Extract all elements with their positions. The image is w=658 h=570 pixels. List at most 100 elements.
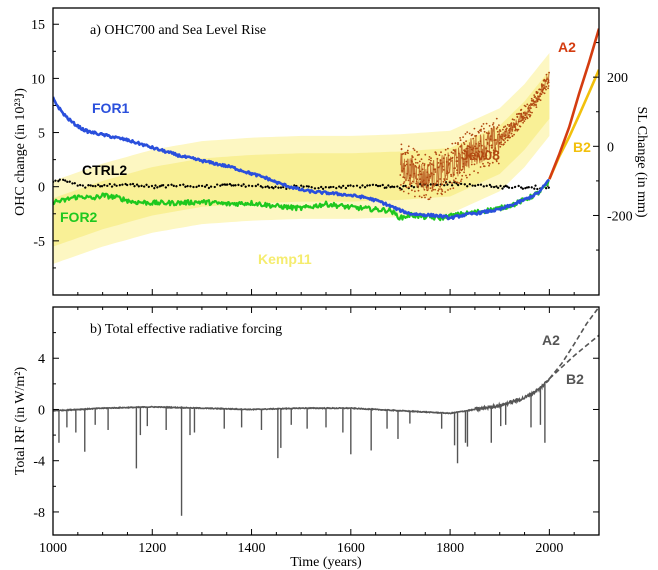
jev08-point [488, 162, 491, 165]
y-tick-label-a: -5 [33, 235, 45, 250]
jev08-point [472, 137, 475, 140]
jev08-point [480, 130, 482, 132]
jev08-point [485, 138, 487, 141]
jev08-point [399, 174, 402, 176]
jev08-point [404, 153, 407, 156]
jev08-point [454, 180, 457, 183]
jev08-point [399, 189, 402, 191]
jev08-point [407, 186, 410, 189]
label-a2: A2 [558, 39, 576, 55]
jev08-point [434, 188, 436, 191]
jev08-point [496, 126, 499, 129]
jev08-point [465, 174, 467, 177]
jev08-point [516, 129, 519, 132]
jev08-point [483, 165, 486, 168]
jev08-point [430, 159, 432, 162]
jev08-point [411, 189, 413, 192]
jev08-point [435, 153, 438, 156]
jev08-point [524, 105, 527, 108]
jev08-point [510, 132, 513, 135]
jev08-point [538, 88, 540, 91]
jev08-point [414, 190, 416, 193]
jev08-point [404, 151, 407, 154]
x-tick-label-b: 1600 [337, 541, 365, 556]
jev08-point [464, 133, 467, 135]
jev08-point [506, 139, 509, 142]
jev08-point [529, 114, 532, 117]
jev08-point [447, 189, 449, 191]
jev08-point [524, 118, 527, 121]
jev08-point [442, 169, 445, 171]
x-tick-label-b: 2000 [535, 541, 563, 556]
y-tick-label-b: 4 [38, 352, 45, 367]
jev08-point [509, 136, 512, 139]
jev08-point [519, 125, 522, 128]
jev08-point [452, 152, 454, 155]
y2-tick-label-a: 0 [607, 140, 614, 155]
jev08-point [526, 103, 529, 106]
label-b2: B2 [573, 139, 591, 155]
jev08-point [535, 106, 538, 108]
rf-baseline-line [53, 377, 551, 415]
jev08-point [402, 152, 405, 155]
x-tick-label-b: 1200 [138, 541, 166, 556]
jev08-point [492, 149, 495, 152]
panel-a-axes: -5 0 5 10 15 -200 0 200 [31, 18, 633, 295]
jev08-point [523, 120, 526, 122]
jev08-point [440, 151, 442, 154]
label-jev08: Jev08 [461, 147, 500, 163]
jev08-point [418, 195, 421, 198]
jev08-point [423, 188, 426, 191]
jev08-point [543, 92, 546, 95]
series-a2-line [548, 28, 599, 180]
jev08-point [450, 175, 453, 178]
jev08-point [461, 174, 464, 177]
jev08-point [444, 191, 447, 193]
jev08-point [402, 182, 405, 185]
jev08-point [531, 111, 533, 114]
jev08-point [463, 171, 465, 174]
panel-b-plot-area [53, 307, 599, 516]
jev08-point [485, 122, 488, 125]
jev08-point [498, 124, 500, 126]
label-for2: FOR2 [60, 209, 98, 225]
jev08-point [477, 171, 479, 174]
jev08-point [473, 170, 475, 173]
jev08-point [460, 180, 462, 183]
panel-b-x-axis-label: Time (years) [290, 555, 362, 570]
jev08-point [535, 97, 538, 99]
jev08-point [482, 123, 485, 125]
jev08-point [497, 162, 500, 165]
jev08-point [451, 142, 454, 145]
jev08-point [420, 196, 423, 199]
jev08-point [423, 163, 426, 165]
jev08-point [548, 71, 550, 74]
jev08-point [508, 124, 511, 126]
jev08-point [411, 180, 414, 183]
jev08-point [416, 151, 418, 153]
jev08-point [444, 148, 447, 151]
label-kemp11: Kemp11 [258, 251, 312, 267]
jev08-point [407, 152, 409, 155]
jev08-point [489, 157, 491, 159]
jev08-point [470, 163, 473, 166]
jev08-point [438, 154, 441, 157]
jev08-point [516, 116, 519, 118]
jev08-point [506, 123, 509, 126]
jev08-point [418, 160, 421, 163]
jev08-point [460, 178, 463, 181]
jev08-point [480, 128, 482, 131]
jev08-point [440, 188, 443, 191]
jev08-point [421, 162, 424, 165]
jev08-point [490, 127, 493, 130]
jev08-point [423, 194, 425, 197]
jev08-point [495, 127, 498, 130]
jev08-point [514, 128, 517, 131]
jev08-point [407, 145, 410, 148]
jev08-point [513, 119, 515, 121]
jev08-point [529, 111, 532, 113]
jev08-point [450, 151, 453, 154]
jev08-point [441, 193, 443, 196]
jev08-point [400, 148, 403, 151]
